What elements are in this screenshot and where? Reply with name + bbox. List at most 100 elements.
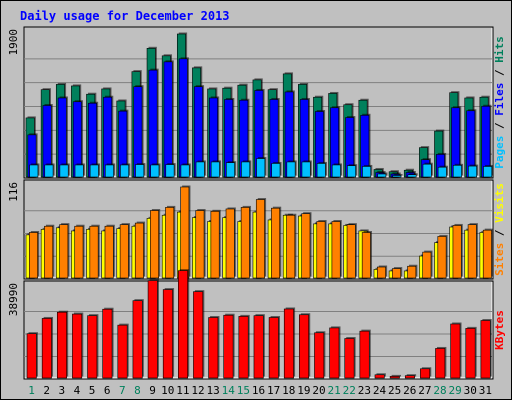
x-tick-label-26: 26 <box>403 384 416 397</box>
bar-kbytes-day-13 <box>208 317 219 379</box>
bar-sites-day-25 <box>392 268 402 279</box>
x-tick-label-17: 17 <box>267 384 280 397</box>
bar-pages-day-16 <box>256 158 266 178</box>
x-tick-label-18: 18 <box>282 384 295 397</box>
x-axis-day-labels: 1 2 3 4 5 6 7 8 9 10 11 12 13 14 15 16 17 18 19 20 21 22 23 24 2… <box>28 384 492 397</box>
bar-files-day-9 <box>148 69 158 178</box>
bar-pages-day-15 <box>241 161 251 178</box>
x-tick-label-4: 4 <box>74 384 81 397</box>
bar-sites-day-8 <box>134 222 144 279</box>
bars-visits-sites <box>25 185 494 279</box>
bar-kbytes-day-31 <box>480 320 491 379</box>
bar-kbytes-day-2 <box>41 318 52 379</box>
bar-sites-day-27 <box>422 251 432 279</box>
x-tick-label-8: 8 <box>134 384 141 397</box>
bar-pages-day-26 <box>407 174 417 178</box>
x-tick-label-21: 21 <box>328 384 341 397</box>
legend-files: Files <box>493 83 506 116</box>
bar-sites-day-12 <box>195 210 205 279</box>
bar-pages-day-13 <box>210 161 220 178</box>
bar-pages-day-30 <box>468 165 477 178</box>
x-tick-label-30: 30 <box>464 384 477 397</box>
bar-sites-day-28 <box>437 236 447 279</box>
bar-sites-day-23 <box>361 232 371 279</box>
bar-kbytes-day-20 <box>314 332 325 379</box>
bar-pages-day-11 <box>180 164 190 178</box>
x-tick-label-12: 12 <box>191 384 204 397</box>
bar-pages-day-25-shadow <box>394 173 403 176</box>
bar-pages-day-3 <box>59 164 69 178</box>
x-tick-label-24: 24 <box>373 384 387 397</box>
x-tick-label-22: 22 <box>343 384 356 397</box>
bar-kbytes-day-11 <box>178 270 188 379</box>
legend-separator: / <box>493 223 506 243</box>
bar-sites-day-7 <box>119 224 129 279</box>
x-tick-label-13: 13 <box>206 384 219 397</box>
bar-sites-day-30 <box>467 224 477 279</box>
bar-sites-day-24 <box>376 266 386 279</box>
bar-pages-day-22 <box>347 165 356 178</box>
bar-kbytes-day-19 <box>299 314 310 379</box>
x-tick-label-5: 5 <box>89 384 96 397</box>
bar-pages-day-24 <box>377 173 387 178</box>
bar-kbytes-day-30 <box>465 328 476 379</box>
x-tick-label-10: 10 <box>161 384 174 397</box>
bar-kbytes-day-7 <box>117 324 128 379</box>
bar-pages-day-21 <box>331 164 341 178</box>
x-tick-label-3: 3 <box>59 384 66 397</box>
bar-pages-day-28 <box>437 166 447 178</box>
bar-sites-day-10 <box>165 207 175 279</box>
bar-pages-day-4 <box>74 164 84 178</box>
x-tick-label-6: 6 <box>104 384 111 397</box>
bar-sites-day-21 <box>331 221 341 279</box>
bar-pages-day-27 <box>422 163 432 178</box>
bar-kbytes-day-23 <box>359 330 370 379</box>
bar-kbytes-day-3 <box>56 311 67 379</box>
x-tick-label-9: 9 <box>149 384 156 397</box>
bar-kbytes-day-15 <box>238 316 249 379</box>
bar-sites-day-14 <box>225 208 235 279</box>
bar-sites-day-31 <box>482 229 492 279</box>
bar-sites-day-17 <box>271 207 281 279</box>
bar-kbytes-day-14 <box>223 314 234 379</box>
bar-pages-day-26-shadow <box>409 173 418 176</box>
bar-sites-day-19 <box>301 213 311 279</box>
bar-pages-day-5 <box>89 164 99 178</box>
panel-kbytes: 38990 KBytes <box>7 269 506 380</box>
legend-hits: Hits <box>493 36 506 63</box>
bar-sites-day-18 <box>286 214 296 279</box>
x-tick-label-31: 31 <box>479 384 492 397</box>
bar-kbytes-day-26-shadow <box>406 374 417 377</box>
bars-kbytes <box>26 269 492 379</box>
bar-pages-day-25 <box>392 175 402 178</box>
x-tick-label-1: 1 <box>28 384 35 397</box>
bar-sites-day-2 <box>44 225 54 279</box>
series-legend-hits-files-pages: Pages / Files / Hits <box>493 36 506 169</box>
bar-pages-day-29 <box>452 165 462 178</box>
bar-pages-day-10 <box>165 164 175 178</box>
x-tick-label-23: 23 <box>358 384 371 397</box>
bar-kbytes-day-4 <box>72 313 83 379</box>
x-tick-label-14: 14 <box>222 384 236 397</box>
x-tick-label-11: 11 <box>176 384 189 397</box>
x-tick-label-27: 27 <box>418 384 431 397</box>
legend-visits: Visits <box>493 183 506 223</box>
x-tick-label-28: 28 <box>433 384 446 397</box>
bar-kbytes-day-28 <box>435 348 446 379</box>
bar-kbytes-day-12 <box>193 291 204 379</box>
bar-pages-day-6 <box>104 164 114 178</box>
bar-kbytes-day-26 <box>404 375 415 379</box>
bar-kbytes-day-1 <box>26 333 37 379</box>
chart-panels: 1900 Pages / Files / Hits 116 Sites / Visit… <box>7 26 506 380</box>
chart-title: Daily usage for December 2013 <box>20 9 230 23</box>
bar-sites-day-4 <box>74 225 84 279</box>
legend-separator: / <box>493 116 506 136</box>
series-legend-kbytes: KBytes <box>493 310 506 350</box>
bar-kbytes-day-24 <box>374 374 385 379</box>
bar-kbytes-day-25-shadow <box>391 374 402 377</box>
bar-pages-day-12 <box>195 161 205 178</box>
bar-sites-day-22 <box>346 224 356 279</box>
bar-kbytes-day-22 <box>344 338 355 379</box>
bar-kbytes-day-25 <box>389 376 400 379</box>
